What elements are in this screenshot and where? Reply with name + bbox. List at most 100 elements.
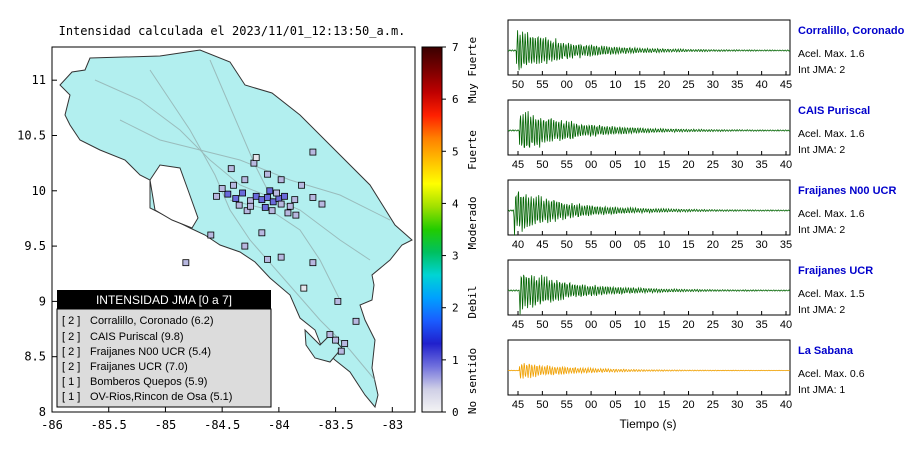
seismogram-tick-label: 25	[707, 399, 719, 411]
station-marker	[230, 181, 237, 189]
seismogram-tick-label: 05	[609, 399, 621, 411]
map-title: Intensidad calculada el 2023/11/01_12:13…	[59, 24, 406, 38]
legend-item-level: [ 1 ]	[62, 391, 80, 403]
legend-item-name: Corralillo, Coronado (6.2)	[90, 315, 214, 327]
seismogram-station-name: La Sabana	[798, 345, 854, 357]
station-marker	[252, 192, 260, 200]
colorbar-label-no-sentido: No sentido	[466, 348, 479, 414]
map-y-ticks: 11 10.5 10 9.5 9 8.5 8	[17, 73, 57, 419]
seismogram-station-name: Fraijanes UCR	[798, 265, 873, 277]
seismogram-tick-label: 45	[536, 239, 548, 251]
legend-item: [ 2 ] Fraijanes UCR (7.0)	[62, 361, 188, 373]
station-marker	[227, 165, 235, 173]
seismogram-tick-label: 15	[682, 239, 694, 251]
station-marker	[247, 197, 254, 205]
seismogram-tick-label: 05	[585, 79, 597, 91]
seismogram-acel-max: Acel. Max. 1.6	[798, 48, 865, 60]
station-marker	[298, 181, 305, 189]
station-marker	[258, 229, 266, 237]
seismogram-tick-label: 00	[561, 79, 573, 91]
legend-item-level: [ 1 ]	[62, 376, 80, 388]
seismogram-tick-label: 50	[536, 159, 548, 171]
seismogram-int-jma: Int JMA: 2	[798, 144, 845, 156]
seismogram-frame	[507, 259, 791, 316]
seismogram-station-name: Corralillo, Coronado	[798, 25, 905, 37]
seismogram-acel-max: Acel. Max. 0.6	[798, 368, 865, 380]
legend-item-name: OV-Rios,Rincon de Osa (5.1)	[90, 391, 232, 403]
seismogram-tick-label: 45	[780, 79, 792, 91]
seismogram-tick-label: 00	[585, 159, 597, 171]
legend-item-name: Fraijanes N00 UCR (5.4)	[90, 346, 211, 358]
seismogram-tick-label: 50	[536, 319, 548, 331]
seismogram-tick-label: 35	[731, 79, 743, 91]
seismogram-tick-label: 10	[634, 159, 646, 171]
station-marker	[264, 170, 271, 178]
legend-item-name: Fraijanes UCR (7.0)	[90, 361, 188, 373]
station-marker	[239, 189, 246, 197]
seismogram-tick-label: 10	[609, 79, 621, 91]
map-y-tick-label: 9	[39, 294, 46, 308]
seismogram-tick-label: 55	[561, 319, 573, 331]
station-marker	[300, 284, 308, 292]
seismogram-tick-label: 25	[682, 79, 694, 91]
seismogram-tick-label: 35	[756, 399, 768, 411]
legend-item: [ 1 ] OV-Rios,Rincon de Osa (5.1)	[62, 391, 232, 403]
seismogram-station-name: Fraijanes N00 UCR	[798, 185, 896, 197]
seismogram-tick-label: 15	[634, 79, 646, 91]
seismogram-int-jma: Int JMA: 1	[798, 384, 845, 396]
map-x-tick-label: -85	[155, 418, 177, 432]
seismogram-trace	[507, 274, 791, 315]
station-marker	[277, 253, 285, 261]
map-y-tick-label: 10	[32, 184, 46, 198]
legend-item-level: [ 2 ]	[62, 331, 80, 343]
colorbar-label-muy-fuerte: Muy Fuerte	[466, 37, 479, 103]
seismogram-tick-label: 00	[585, 399, 597, 411]
station-marker	[334, 297, 342, 305]
seismogram-tick-label: 40	[512, 239, 524, 251]
legend-item-name: CAIS Puriscal (9.8)	[90, 331, 184, 343]
colorbar-tick-label: 0	[452, 406, 459, 419]
map-legend: INTENSIDAD JMA [0 a 7] [ 2 ] Corralillo,…	[56, 290, 272, 408]
seismogram-tick-label: 45	[512, 399, 524, 411]
seismogram-tick-label: 20	[707, 239, 719, 251]
legend-item-level: [ 2 ]	[62, 346, 80, 358]
seismogram-tick-label: 00	[585, 319, 597, 331]
station-marker	[218, 185, 226, 192]
legend-item-level: [ 2 ]	[62, 361, 80, 373]
colorbar-gradient	[421, 46, 443, 413]
map-y-tick-label: 8	[39, 405, 46, 419]
station-marker	[247, 202, 254, 210]
station-marker	[264, 194, 271, 201]
seismogram-tick-label: 30	[731, 159, 743, 171]
station-marker	[261, 203, 269, 211]
map-legend-body	[56, 308, 272, 408]
time-axis-label: Tiempo (s)	[620, 417, 677, 431]
seismogram-tick-label: 50	[512, 79, 524, 91]
colorbar-tick-label: 6	[452, 93, 459, 106]
station-marker	[224, 190, 232, 198]
seismogram-tick-label: 45	[512, 319, 524, 331]
seismogram-panels: 50 55 00 05 10 15 20 25 30 35 40 45 Corralillo, Coro…	[507, 19, 905, 411]
seismogram-tick-label: 30	[731, 399, 743, 411]
legend-item: [ 2 ] Corralillo, Coronado (6.2)	[62, 315, 214, 327]
station-marker	[318, 200, 326, 208]
map-x-tick-label: -83.5	[318, 418, 354, 432]
legend-item-name: Bomberos Quepos (5.9)	[90, 376, 207, 388]
seismogram-panel: 45 50 55 00 05 10 15 20 25 30 35 40 La Sabana Acel. M…	[507, 339, 865, 411]
seismogram-tick-label: 05	[634, 239, 646, 251]
map-roads	[94, 59, 391, 381]
seismogram-int-jma: Int JMA: 2	[798, 64, 845, 76]
station-marker	[309, 259, 317, 267]
seismogram-tick-label: 55	[585, 239, 597, 251]
seismogram-tick-label: 25	[707, 159, 719, 171]
station-marker	[243, 207, 251, 215]
seismogram-tick-label: 40	[780, 399, 792, 411]
seismogram-tick-label: 30	[731, 319, 743, 331]
map-legend-title: INTENSIDAD JMA [0 a 7]	[96, 293, 232, 307]
seismogram-tick-label: 30	[707, 79, 719, 91]
station-marker	[277, 200, 285, 208]
seismogram-int-jma: Int JMA: 2	[798, 224, 845, 236]
colorbar-label-moderado: Moderado	[466, 197, 479, 250]
seismogram-trace	[507, 111, 791, 148]
